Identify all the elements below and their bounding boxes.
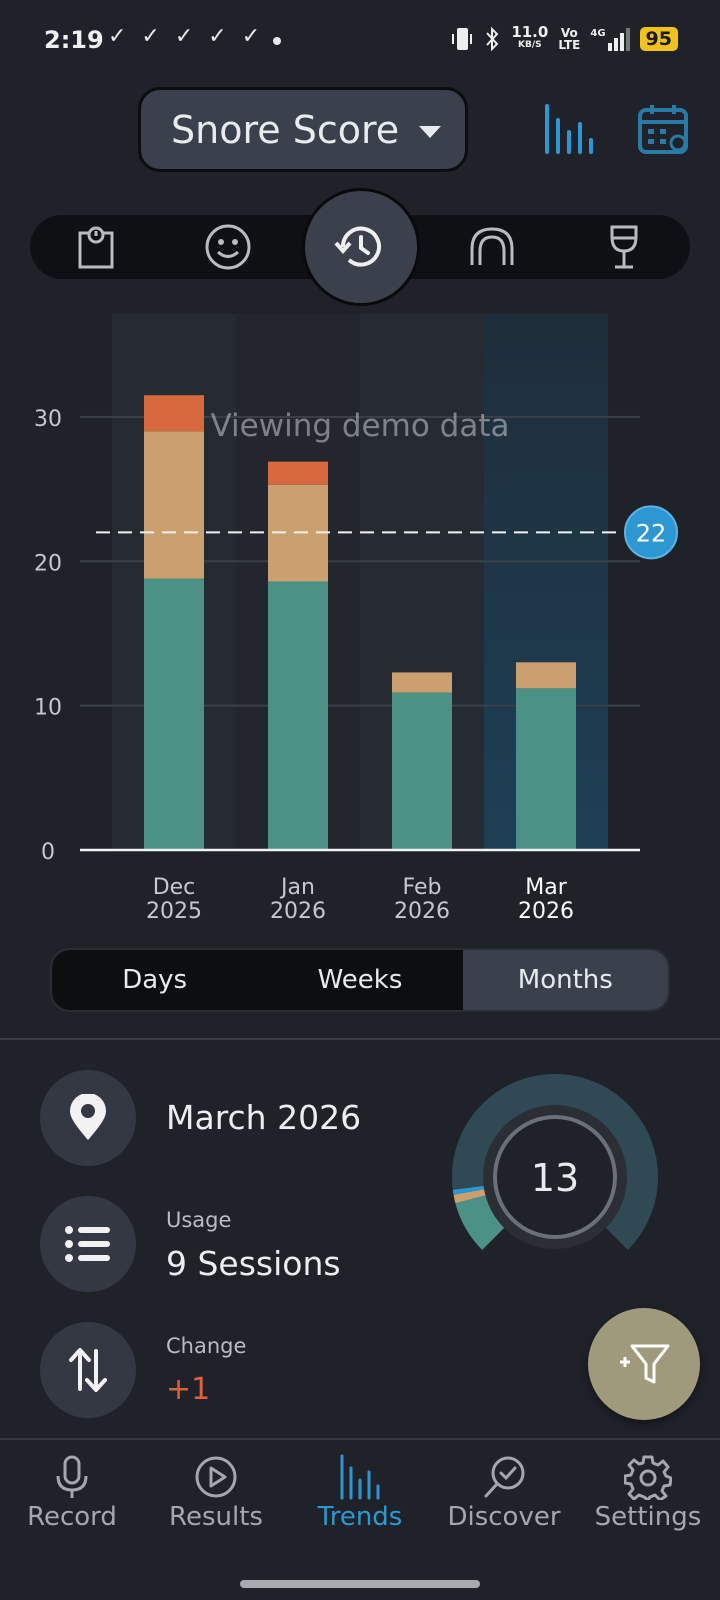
vibrate-icon <box>452 28 473 50</box>
section-divider <box>0 1038 720 1040</box>
microphone-icon <box>56 1455 88 1498</box>
gauge-value: 13 <box>531 1156 579 1200</box>
x-tick-label-month: Mar <box>525 875 567 900</box>
x-tick-label-month: Jan <box>279 875 315 900</box>
play-circle-icon <box>195 1456 237 1498</box>
nav-results[interactable]: Results <box>144 1454 288 1532</box>
category-history-active[interactable] <box>302 188 420 306</box>
filter-button[interactable] <box>588 1308 700 1420</box>
home-indicator <box>240 1580 480 1588</box>
nav-discover[interactable]: Discover <box>432 1454 576 1532</box>
notification-check-icons: ✓ ✓ ✓ ✓ ✓ <box>108 24 265 49</box>
bag-icon[interactable] <box>70 221 122 273</box>
chevron-down-icon <box>419 126 441 138</box>
status-time: 2:19 <box>44 26 104 54</box>
nav-record[interactable]: Record <box>0 1454 144 1532</box>
discover-icon <box>484 1456 525 1498</box>
bar-segment <box>268 461 328 485</box>
nav-settings[interactable]: Settings <box>576 1454 720 1532</box>
period-label: March 2026 <box>166 1098 362 1137</box>
metric-dropdown[interactable]: Snore Score <box>138 87 468 172</box>
y-tick-label: 0 <box>41 840 55 865</box>
network-speed: 11.0 KB/S <box>511 23 549 51</box>
average-badge-label: 22 <box>636 519 667 547</box>
gauge-track <box>452 1074 658 1250</box>
x-tick-label-year: 2026 <box>394 899 450 924</box>
change-badge <box>40 1322 136 1418</box>
x-tick-label-month: Dec <box>153 875 196 900</box>
period-toggle: Days Weeks Months <box>50 948 670 1012</box>
calendar-icon[interactable] <box>636 102 692 158</box>
gauge-center <box>493 1115 617 1239</box>
status-right-group: 11.0 KB/S Vo LTE 4G 95 <box>451 23 678 52</box>
battery-indicator: 95 <box>639 27 678 51</box>
gauge-segment <box>452 1184 494 1195</box>
usage-badge <box>40 1196 136 1292</box>
x-tick-label-month: Feb <box>403 875 442 900</box>
score-gauge: 13 <box>452 1074 658 1250</box>
change-caption: Change <box>166 1334 247 1358</box>
bar-chart-icon <box>340 1454 380 1500</box>
history-icon <box>334 226 381 267</box>
bar-segment <box>516 662 576 689</box>
location-pin-icon <box>70 1094 106 1140</box>
y-tick-label: 20 <box>34 551 62 576</box>
usage-caption: Usage <box>166 1208 232 1232</box>
x-tick-label-year: 2026 <box>270 899 326 924</box>
status-bar: 2:19 ✓ ✓ ✓ ✓ ✓ 11.0 KB/S Vo LTE 4G 95 <box>0 0 720 84</box>
period-days[interactable]: Days <box>122 965 188 995</box>
bottom-navigation: Record Results Trends Discover Settings <box>0 1438 720 1600</box>
location-badge <box>40 1070 136 1166</box>
add-filter-icon <box>620 1344 670 1384</box>
snore-score-chart: 0102030Dec2025Jan2026Feb2026Mar2026Viewi… <box>34 314 678 924</box>
average-badge <box>624 505 678 560</box>
y-tick-label: 30 <box>34 407 62 432</box>
notification-dot-icon <box>273 37 281 45</box>
swap-arrows-icon <box>69 1348 107 1392</box>
usage-value: 9 Sessions <box>166 1244 341 1283</box>
metric-label: Snore Score <box>171 107 400 152</box>
bluetooth-icon <box>486 26 499 52</box>
bar-segment <box>268 581 328 850</box>
mouthguard-icon[interactable] <box>466 221 518 273</box>
signal-icon: 4G <box>590 27 630 51</box>
change-value: +1 <box>166 1372 211 1407</box>
x-tick-label-year: 2025 <box>146 899 202 924</box>
bar-segment <box>144 395 204 432</box>
x-tick-label-year: 2026 <box>518 899 574 924</box>
demo-data-watermark: Viewing demo data <box>211 408 510 444</box>
period-weeks[interactable]: Weeks <box>317 965 403 995</box>
bar-segment <box>144 431 204 579</box>
y-tick-label: 10 <box>34 696 62 721</box>
bar-chart-icon[interactable] <box>540 102 596 158</box>
wine-glass-icon[interactable] <box>598 221 650 273</box>
smiley-icon[interactable] <box>202 221 254 273</box>
gear-icon <box>624 1455 672 1500</box>
bar-segment <box>516 688 576 850</box>
list-icon <box>65 1226 110 1262</box>
volte-indicator: Vo LTE <box>558 26 581 52</box>
bar-segment <box>392 672 452 693</box>
bar-segment <box>392 692 452 850</box>
bar-segment <box>144 578 204 850</box>
nav-trends[interactable]: Trends <box>288 1454 432 1532</box>
period-months[interactable]: Months <box>462 950 668 1010</box>
